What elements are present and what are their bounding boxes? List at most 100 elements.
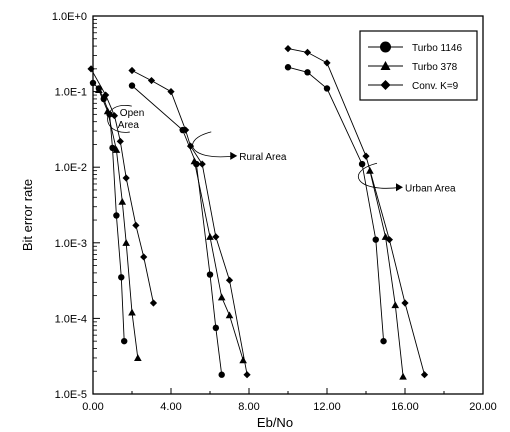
data-point-diamond (212, 233, 220, 241)
data-point-diamond (102, 91, 110, 99)
annotation-pointer (107, 105, 132, 133)
x-axis-ticks: 0.00 4.00 8.00 12.00 16.00 20.00 (82, 388, 497, 413)
data-point-circle (284, 64, 292, 71)
legend-label: Conv. K=9 (412, 81, 459, 92)
annotation-pointer (358, 162, 402, 189)
data-point-diamond (284, 45, 292, 53)
y-tick-label: 1.0E-3 (55, 238, 87, 250)
data-point-diamond (122, 174, 130, 182)
data-point-diamond (243, 371, 251, 379)
data-point-circle (323, 85, 331, 92)
data-point-circle (89, 79, 97, 87)
data-point-diamond (128, 66, 136, 75)
data-point-circle (109, 144, 116, 152)
x-tick-label: 0.00 (82, 401, 103, 413)
data-point-diamond (385, 236, 393, 244)
series-line (287, 66, 385, 342)
data-point-triangle (225, 311, 234, 319)
data-point-circle (121, 337, 128, 345)
y-axis-ticks: 1.0E-5 1.0E-4 1.0E-3 1.0E-2 1.0E-1 1.0E+0 (52, 11, 100, 401)
x-tick-label: 8.00 (238, 401, 259, 413)
data-point-circle (206, 271, 214, 278)
data-point-circle (118, 274, 125, 281)
annotation-arrowhead (230, 151, 238, 160)
annotation-label: Open (120, 108, 144, 119)
series-circle (89, 64, 387, 378)
legend: Turbo 1146 Turbo 378 Conv. K=9 (359, 30, 478, 101)
legend-item: Conv. K=9 (368, 80, 459, 92)
annotation-arrowhead (396, 183, 403, 192)
data-point-triangle (128, 308, 136, 316)
y-axis-label: Bit error rate (20, 179, 35, 251)
data-point-diamond (87, 65, 95, 73)
annotation-label: Urban Area (405, 183, 456, 194)
y-tick-label: 1.0E-4 (55, 313, 87, 325)
data-point-diamond (303, 48, 312, 57)
data-point-triangle (239, 356, 247, 364)
series-triangle (95, 86, 407, 380)
data-point-triangle (134, 354, 142, 361)
y-tick-label: 1.0E+0 (52, 11, 87, 23)
series-diamond (87, 45, 429, 379)
data-point-triangle (217, 293, 226, 301)
data-point-circle (380, 337, 387, 345)
data-point-diamond (401, 299, 409, 307)
data-point-diamond (149, 299, 158, 307)
data-point-diamond (167, 88, 175, 96)
legend-marker-triangle (380, 61, 391, 70)
annotation-group: Urban Area (358, 162, 456, 194)
data-point-triangle (391, 301, 400, 309)
annotation-group: Rural Area (192, 131, 287, 163)
series-curves (87, 45, 429, 380)
data-point-circle (128, 82, 136, 89)
data-point-diamond (182, 126, 190, 134)
data-point-diamond (132, 221, 140, 229)
y-tick-label: 1.0E-5 (55, 389, 87, 401)
data-point-diamond (147, 76, 156, 85)
series-line (131, 85, 223, 375)
data-point-diamond (140, 253, 148, 261)
legend-marker-diamond (380, 80, 391, 90)
x-tick-label: 12.00 (313, 401, 341, 413)
data-point-triangle (95, 86, 103, 94)
y-tick-label: 1.0E-2 (55, 162, 87, 174)
data-point-circle (212, 324, 220, 332)
series-line (369, 170, 404, 377)
legend-item: Turbo 1146 (368, 41, 462, 54)
legend-marker-circle (380, 41, 391, 53)
legend-label: Turbo 378 (412, 62, 458, 73)
data-point-diamond (362, 152, 370, 160)
legend-label: Turbo 1146 (412, 43, 462, 54)
data-point-triangle (206, 233, 214, 240)
annotation-pointer (192, 131, 236, 158)
data-point-circle (304, 69, 311, 76)
data-point-triangle (190, 157, 199, 165)
series-line (90, 68, 154, 304)
annotation-label: Rural Area (239, 152, 287, 163)
data-point-diamond (420, 371, 429, 379)
data-point-circle (358, 160, 366, 168)
data-point-diamond (116, 137, 124, 145)
series-line (131, 70, 248, 375)
data-point-circle (218, 371, 225, 378)
data-point-triangle (112, 145, 121, 153)
annotation-label: Area (118, 120, 140, 131)
data-point-diamond (225, 276, 234, 284)
x-axis-label: Eb/No (257, 415, 293, 430)
data-point-diamond (323, 59, 331, 67)
data-point-circle (372, 236, 379, 243)
data-point-triangle (399, 372, 407, 380)
data-point-diamond (110, 112, 119, 120)
data-point-triangle (122, 239, 130, 246)
legend-item: Turbo 378 (368, 61, 458, 73)
x-tick-label: 16.00 (391, 401, 419, 413)
data-point-circle (113, 212, 120, 219)
data-point-diamond (198, 160, 206, 168)
data-point-triangle (118, 197, 127, 205)
x-tick-label: 4.00 (160, 401, 181, 413)
series-line (193, 161, 244, 361)
y-tick-label: 1.0E-1 (55, 87, 87, 99)
